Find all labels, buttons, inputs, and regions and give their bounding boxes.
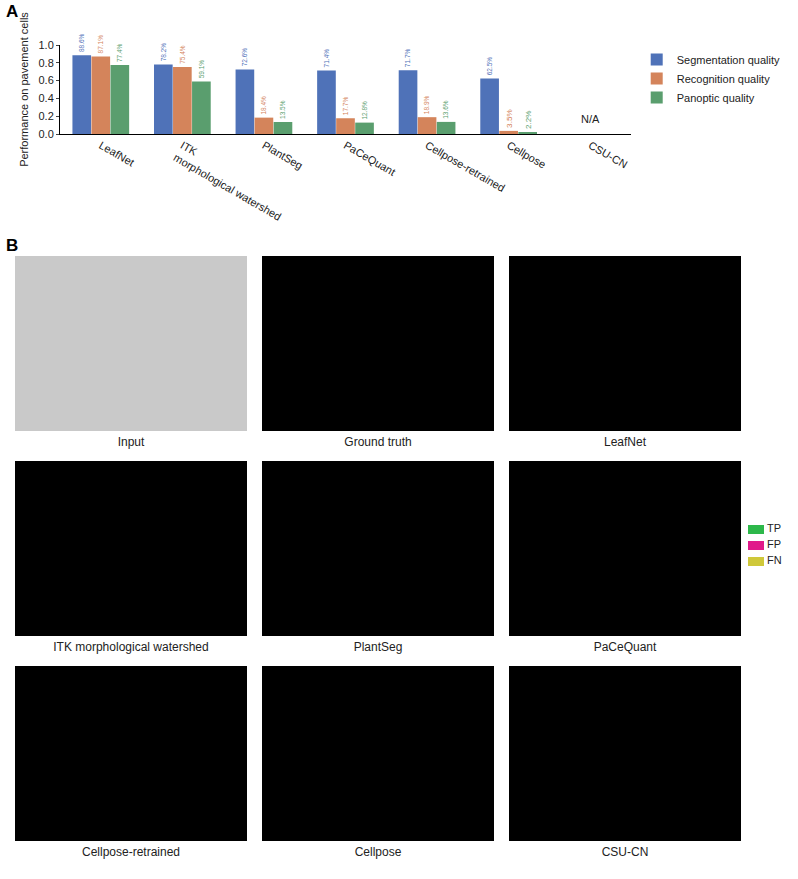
- html-text:PaCeQuant: PaCeQuant: [593, 640, 657, 654]
- svg-text:62.5%: 62.5%: [486, 57, 493, 76]
- html-text:Ground truth: Ground truth: [344, 435, 412, 449]
- svg-text:12.8%: 12.8%: [361, 101, 368, 120]
- svg-text:3.5%: 3.5%: [505, 109, 514, 127]
- html-text:Cellpose-retrained: Cellpose-retrained: [82, 845, 180, 859]
- svg-text:Performance on pavement cells: Performance on pavement cells: [18, 12, 30, 167]
- html-text:A: A: [6, 2, 19, 21]
- svg-text:18.9%: 18.9%: [423, 95, 430, 114]
- svg-text:13.6%: 13.6%: [442, 100, 449, 119]
- html-text:CSU-CN: CSU-CN: [601, 845, 649, 859]
- svg-text:PaCeQuant: PaCeQuant: [342, 139, 398, 178]
- html-text:FN: FN: [767, 554, 782, 566]
- html-text:TP: TP: [767, 522, 782, 534]
- svg-text:CSU-CN: CSU-CN: [586, 139, 629, 171]
- svg-text:59.1%: 59.1%: [198, 60, 205, 79]
- svg-text:13.5%: 13.5%: [279, 100, 286, 119]
- svg-text:Recognition quality: Recognition quality: [677, 73, 770, 85]
- html-text:PlantSeg: PlantSeg: [353, 640, 403, 654]
- svg-text:0.6: 0.6: [39, 74, 54, 86]
- svg-text:ITKmorphological watershed: ITKmorphological watershed: [171, 139, 290, 223]
- html-text:ITK morphological watershed: ITK morphological watershed: [53, 640, 209, 654]
- svg-text:0.0: 0.0: [39, 128, 54, 140]
- svg-text:1.0: 1.0: [39, 39, 54, 51]
- svg-text:71.4%: 71.4%: [323, 49, 330, 68]
- svg-text:LeafNet: LeafNet: [97, 139, 136, 169]
- html-text:Cellpose: Cellpose: [354, 845, 402, 859]
- html-text:FP: FP: [767, 538, 782, 550]
- html-text:B: B: [6, 236, 19, 255]
- svg-text:18.4%: 18.4%: [260, 96, 267, 115]
- svg-text:78.2%: 78.2%: [160, 43, 167, 62]
- svg-text:2.2%: 2.2%: [524, 111, 533, 129]
- svg-text:Panoptic quality: Panoptic quality: [677, 92, 755, 104]
- svg-text:75.4%: 75.4%: [179, 45, 186, 64]
- svg-text:N/A: N/A: [581, 113, 600, 125]
- svg-text:PlantSeg: PlantSeg: [260, 139, 305, 172]
- svg-text:0.4: 0.4: [39, 92, 54, 104]
- html-text:LeafNet: LeafNet: [604, 435, 646, 449]
- svg-text:Cellpose: Cellpose: [505, 139, 548, 171]
- svg-text:87.1%: 87.1%: [97, 35, 104, 54]
- svg-text:Segmentation quality: Segmentation quality: [677, 54, 780, 66]
- html-text:Input: Input: [117, 435, 145, 449]
- svg-text:Cellpose-retrained: Cellpose-retrained: [423, 139, 507, 194]
- svg-text:77.4%: 77.4%: [116, 43, 123, 62]
- svg-text:72.6%: 72.6%: [241, 48, 248, 67]
- svg-text:0.2: 0.2: [39, 110, 54, 122]
- svg-text:17.7%: 17.7%: [342, 97, 349, 116]
- svg-text:88.6%: 88.6%: [78, 33, 85, 52]
- svg-text:71.7%: 71.7%: [404, 48, 411, 67]
- svg-text:0.8: 0.8: [39, 57, 54, 69]
